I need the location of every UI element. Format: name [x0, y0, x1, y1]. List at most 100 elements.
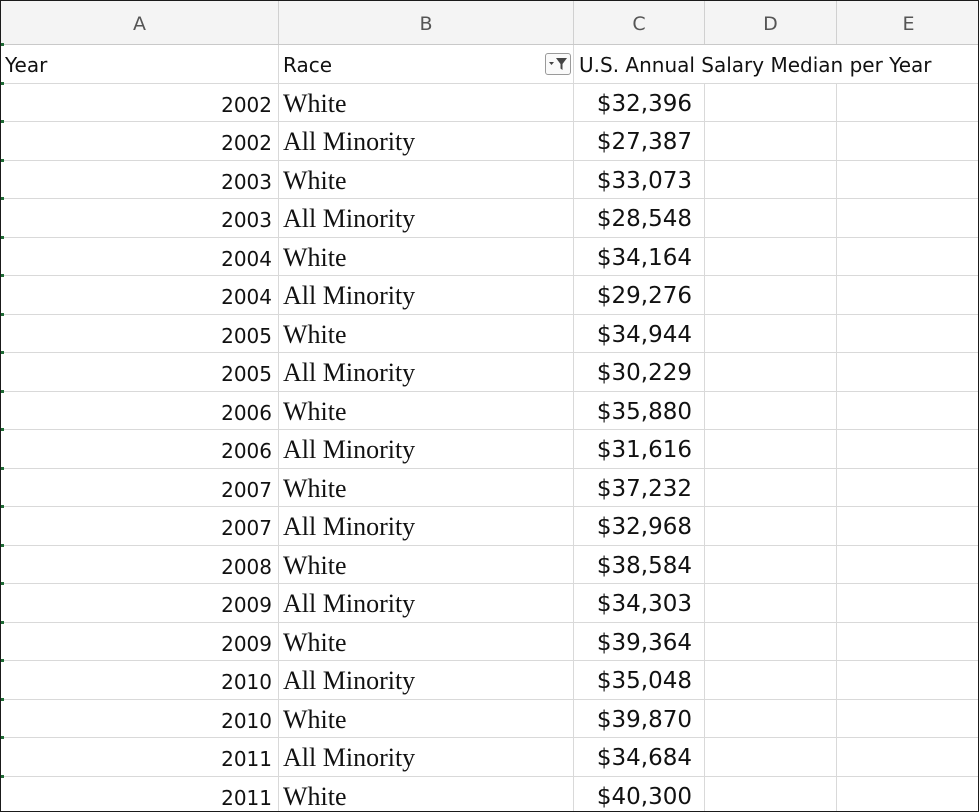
cell-year[interactable]: 2011: [1, 776, 279, 811]
cell-race[interactable]: All Minority: [279, 353, 574, 391]
cell-empty-d[interactable]: [705, 199, 837, 237]
cell-empty-e[interactable]: [837, 84, 978, 122]
column-header-b[interactable]: B: [279, 1, 574, 44]
cell-empty-d[interactable]: [705, 776, 837, 811]
cell-empty-d[interactable]: [705, 160, 837, 198]
cell-empty-e[interactable]: [837, 122, 978, 160]
cell-empty-e[interactable]: [837, 238, 978, 276]
cell-empty-e[interactable]: [837, 700, 978, 738]
cell-race[interactable]: White: [279, 545, 574, 583]
cell-year[interactable]: 2003: [1, 199, 279, 237]
header-cell-race[interactable]: Race: [279, 45, 574, 83]
cell-salary[interactable]: $38,584: [574, 545, 705, 583]
cell-salary[interactable]: $39,870: [574, 699, 705, 737]
cell-race[interactable]: White: [279, 314, 574, 352]
cell-year[interactable]: 2002: [1, 122, 279, 160]
cell-race[interactable]: White: [279, 622, 574, 660]
cell-race[interactable]: White: [279, 237, 574, 275]
cell-salary[interactable]: $28,548: [574, 199, 705, 237]
cell-empty-d[interactable]: [705, 391, 837, 429]
cell-salary[interactable]: $29,276: [574, 276, 705, 314]
cell-race[interactable]: All Minority: [279, 738, 574, 776]
cell-year[interactable]: 2005: [1, 353, 279, 391]
cell-salary[interactable]: $37,232: [574, 468, 705, 506]
cell-race[interactable]: All Minority: [279, 507, 574, 545]
cell-year[interactable]: 2004: [1, 237, 279, 275]
cell-empty-d[interactable]: [705, 276, 837, 314]
cell-race[interactable]: All Minority: [279, 276, 574, 314]
cell-empty-d[interactable]: [705, 584, 837, 622]
header-cell-year[interactable]: Year: [1, 45, 279, 83]
cell-salary[interactable]: $30,229: [574, 353, 705, 391]
cell-empty-d[interactable]: [705, 507, 837, 545]
cell-race[interactable]: All Minority: [279, 122, 574, 160]
cell-empty-e[interactable]: [837, 661, 978, 699]
cell-empty-d[interactable]: [705, 738, 837, 776]
cell-salary[interactable]: $35,880: [574, 391, 705, 429]
cell-empty-d[interactable]: [705, 545, 837, 583]
cell-year[interactable]: 2002: [1, 83, 279, 121]
cell-year[interactable]: 2010: [1, 661, 279, 699]
cell-empty-d[interactable]: [705, 622, 837, 660]
cell-empty-d[interactable]: [705, 699, 837, 737]
cell-year[interactable]: 2005: [1, 314, 279, 352]
cell-empty-e[interactable]: [837, 777, 978, 812]
cell-empty-e[interactable]: [837, 738, 978, 776]
cell-race[interactable]: All Minority: [279, 199, 574, 237]
cell-empty-e[interactable]: [837, 546, 978, 584]
cell-year[interactable]: 2004: [1, 276, 279, 314]
cell-empty-e[interactable]: [837, 584, 978, 622]
cell-empty-e[interactable]: [837, 623, 978, 661]
filter-button[interactable]: [545, 53, 571, 75]
cell-empty-e[interactable]: [837, 392, 978, 430]
cell-salary[interactable]: $31,616: [574, 430, 705, 468]
cell-empty-d[interactable]: [705, 122, 837, 160]
cell-salary[interactable]: $27,387: [574, 122, 705, 160]
column-header-a[interactable]: A: [1, 1, 279, 44]
cell-empty-d[interactable]: [705, 314, 837, 352]
cell-salary[interactable]: $32,396: [574, 83, 705, 121]
cell-race[interactable]: White: [279, 391, 574, 429]
cell-empty-d[interactable]: [705, 430, 837, 468]
cell-race[interactable]: White: [279, 776, 574, 811]
cell-year[interactable]: 2011: [1, 738, 279, 776]
column-header-d[interactable]: D: [705, 1, 837, 44]
cell-salary[interactable]: $34,684: [574, 738, 705, 776]
cell-empty-e[interactable]: [837, 276, 978, 314]
cell-empty-e[interactable]: [837, 507, 978, 545]
cell-empty-e[interactable]: [837, 161, 978, 199]
cell-salary[interactable]: $40,300: [574, 776, 705, 811]
cell-salary[interactable]: $35,048: [574, 661, 705, 699]
cell-race[interactable]: White: [279, 468, 574, 506]
cell-salary[interactable]: $34,944: [574, 314, 705, 352]
cell-empty-d[interactable]: [705, 661, 837, 699]
cell-year[interactable]: 2007: [1, 468, 279, 506]
column-header-e[interactable]: E: [902, 13, 915, 35]
cell-year[interactable]: 2010: [1, 699, 279, 737]
cell-salary[interactable]: $34,303: [574, 584, 705, 622]
cell-empty-d[interactable]: [705, 83, 837, 121]
cell-empty-e[interactable]: [837, 199, 978, 237]
cell-empty-d[interactable]: [705, 468, 837, 506]
cell-year[interactable]: 2009: [1, 622, 279, 660]
cell-race[interactable]: All Minority: [279, 584, 574, 622]
column-header-c[interactable]: C: [574, 1, 705, 44]
cell-year[interactable]: 2006: [1, 430, 279, 468]
cell-salary[interactable]: $33,073: [574, 160, 705, 198]
cell-race[interactable]: White: [279, 83, 574, 121]
cell-year[interactable]: 2003: [1, 160, 279, 198]
cell-year[interactable]: 2007: [1, 507, 279, 545]
cell-empty-e[interactable]: [837, 353, 978, 391]
cell-year[interactable]: 2006: [1, 391, 279, 429]
cell-empty-d[interactable]: [705, 353, 837, 391]
cell-empty-e[interactable]: [837, 430, 978, 468]
cell-race[interactable]: All Minority: [279, 430, 574, 468]
cell-salary[interactable]: $34,164: [574, 237, 705, 275]
cell-year[interactable]: 2009: [1, 584, 279, 622]
cell-year[interactable]: 2008: [1, 545, 279, 583]
cell-race[interactable]: White: [279, 699, 574, 737]
cell-empty-e[interactable]: [837, 469, 978, 507]
cell-empty-d[interactable]: [705, 237, 837, 275]
cell-race[interactable]: White: [279, 160, 574, 198]
cell-empty-e[interactable]: [837, 315, 978, 353]
